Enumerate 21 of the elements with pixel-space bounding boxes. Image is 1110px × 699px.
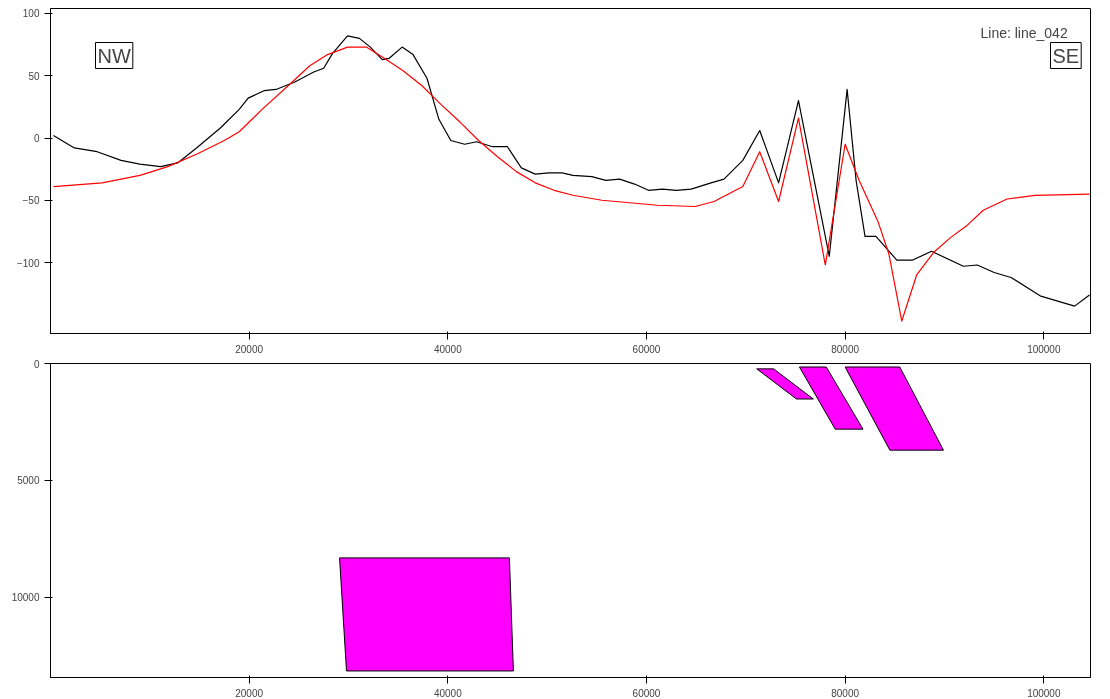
- annotation: Line: line_042: [980, 24, 1068, 41]
- y-tick-label: −50: [22, 195, 40, 207]
- annotation: SE: [1052, 44, 1080, 67]
- x-tick-label: 100000: [1027, 687, 1061, 699]
- x-tick-label: 100000: [1027, 343, 1061, 355]
- y-tick-label: 0: [33, 358, 40, 370]
- x-tick-label: 80000: [831, 343, 860, 355]
- y-tick-label: 100: [22, 8, 40, 20]
- y-tick-label: 10000: [11, 592, 40, 604]
- x-tick-label: 20000: [235, 343, 264, 355]
- y-tick-label: 50: [28, 70, 40, 82]
- y-tick-label: 0: [33, 133, 40, 144]
- y-tick-label: 5000: [17, 475, 40, 487]
- y-tick-label: −100: [16, 257, 40, 269]
- x-tick-label: 60000: [632, 343, 661, 355]
- x-tick-label: 60000: [632, 687, 661, 699]
- x-tick-label: 40000: [433, 687, 463, 699]
- x-tick-label: 80000: [831, 687, 860, 699]
- x-tick-label: 40000: [433, 343, 463, 355]
- x-tick-label: 20000: [235, 687, 264, 699]
- annotation: NW: [97, 44, 131, 67]
